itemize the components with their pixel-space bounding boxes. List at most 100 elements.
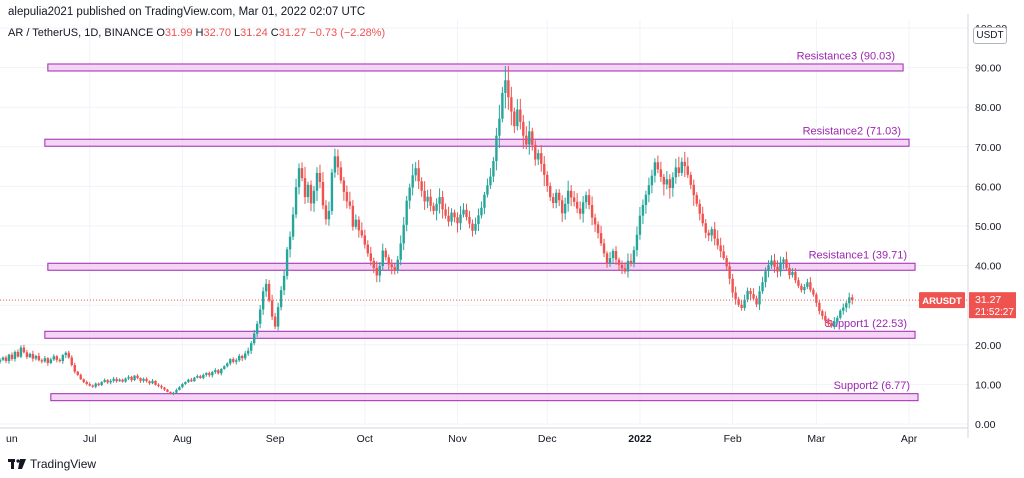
candle-up <box>474 217 477 235</box>
y-tick-label: 40.00 <box>975 261 1001 273</box>
candle-body <box>270 300 274 317</box>
candle-body <box>833 321 836 327</box>
candle-down <box>620 260 624 275</box>
y-tick-label: 10.00 <box>975 379 1001 391</box>
candle-up <box>276 302 280 331</box>
candle-up <box>229 358 232 366</box>
candle-down <box>130 375 133 383</box>
candle-down <box>55 355 59 363</box>
candle-body <box>127 376 130 379</box>
candle-up <box>214 368 217 374</box>
candle-down <box>360 222 364 238</box>
candle-body <box>549 186 552 198</box>
candle-body <box>345 191 349 202</box>
candle-up <box>261 287 265 315</box>
candle-body <box>435 203 438 211</box>
candle-body <box>608 258 612 264</box>
candle-up <box>516 99 519 131</box>
candle-body <box>707 232 710 236</box>
change-value: −0.73 (−2.28%) <box>309 27 386 39</box>
candle-body <box>70 357 73 365</box>
candle-up <box>405 195 408 232</box>
candle-up <box>381 243 384 271</box>
candle-body <box>581 202 585 214</box>
candle-down <box>384 247 387 261</box>
x-tick-label: Aug <box>173 433 192 445</box>
candle-body <box>569 190 573 198</box>
candle-body <box>244 353 247 359</box>
candle-body <box>196 376 199 378</box>
candle-down <box>267 279 271 303</box>
x-tick-label: Jul <box>83 433 96 445</box>
price-badge-countdown: 21:52:27 <box>975 307 1014 318</box>
symbol-ohlc-line: AR / TetherUS, 1D, BINANCE O31.99 H32.70… <box>8 27 385 39</box>
candle-up <box>665 171 669 190</box>
x-tick-label: Sep <box>266 433 285 445</box>
candle-down <box>136 374 139 380</box>
x-tick-label: un <box>6 433 18 445</box>
candle-down <box>420 177 423 197</box>
candle-down <box>393 263 396 275</box>
candle-up <box>671 172 675 197</box>
candle-body <box>13 351 17 360</box>
candle-body <box>288 236 292 250</box>
candle-body <box>794 271 797 281</box>
candle-body <box>315 172 319 191</box>
ohlc-values: O31.99 H32.70 L31.24 C31.27 <box>156 27 306 39</box>
candle-down <box>809 277 812 293</box>
candle-down <box>447 206 450 227</box>
candle-body <box>557 192 561 201</box>
candle-body <box>638 215 642 235</box>
candle-body <box>644 194 648 206</box>
candle-body <box>728 266 731 279</box>
candle-down <box>303 166 307 204</box>
candle-body <box>139 378 142 381</box>
candle-down <box>363 229 367 249</box>
candle-down <box>818 299 821 315</box>
candle-body <box>731 278 734 293</box>
candle-down <box>773 253 776 273</box>
candle-up <box>133 375 136 382</box>
candle-body <box>73 364 76 372</box>
candle-up <box>297 163 301 195</box>
candle-body <box>67 352 70 358</box>
candle-body <box>273 316 277 327</box>
candle-body <box>363 235 367 245</box>
candle-up <box>172 391 175 396</box>
candle-down <box>686 157 689 178</box>
candle-body <box>7 354 11 362</box>
candle-body <box>590 205 594 218</box>
tradingview-brand[interactable]: TradingView <box>8 457 96 471</box>
currency-unit-button[interactable]: USDT <box>973 27 1007 44</box>
candle-down <box>698 199 701 221</box>
candle-body <box>498 118 501 136</box>
candle-body <box>19 347 23 357</box>
candle-up <box>459 206 462 230</box>
candle-up <box>743 294 746 311</box>
candle-body <box>617 259 621 265</box>
candle-body <box>118 379 121 382</box>
candle-body <box>776 266 779 272</box>
candle-down <box>549 182 552 201</box>
price-badge <box>969 292 1016 319</box>
candle-body <box>462 209 465 215</box>
candle-down <box>719 237 722 258</box>
candle-down <box>546 171 549 192</box>
candle-body <box>178 387 181 390</box>
candle-down <box>659 161 663 182</box>
candle-body <box>112 378 115 381</box>
candle-up <box>220 368 223 376</box>
candle-body <box>525 135 528 145</box>
candle-body <box>390 264 393 268</box>
candle-down <box>827 317 830 327</box>
candle-body <box>788 267 791 276</box>
candle-body <box>306 184 310 198</box>
candle-body <box>501 92 504 119</box>
candle-down <box>369 246 373 266</box>
candle-up <box>184 381 187 385</box>
candle-body <box>629 260 633 264</box>
candle-body <box>172 392 175 394</box>
candle-body <box>560 200 564 214</box>
candle-down <box>4 355 8 363</box>
